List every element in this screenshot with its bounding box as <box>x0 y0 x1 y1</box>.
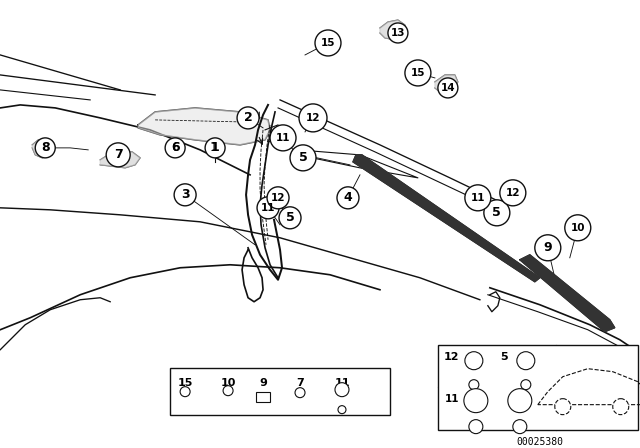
Circle shape <box>270 125 296 151</box>
Text: 2: 2 <box>244 112 252 125</box>
Circle shape <box>106 143 130 167</box>
Text: 11: 11 <box>276 133 291 143</box>
Circle shape <box>237 107 259 129</box>
Text: 5: 5 <box>492 207 501 220</box>
Circle shape <box>465 185 491 211</box>
Polygon shape <box>435 75 458 92</box>
Circle shape <box>517 352 535 370</box>
Circle shape <box>469 379 479 390</box>
Circle shape <box>165 138 185 158</box>
Circle shape <box>174 184 196 206</box>
Text: 1: 1 <box>210 142 218 155</box>
Text: 6: 6 <box>171 142 179 155</box>
Text: 11: 11 <box>470 193 485 203</box>
Circle shape <box>438 78 458 98</box>
Circle shape <box>564 215 591 241</box>
Text: 6: 6 <box>171 142 179 155</box>
Circle shape <box>35 138 55 158</box>
Circle shape <box>469 420 483 434</box>
Circle shape <box>290 145 316 171</box>
Circle shape <box>484 200 510 226</box>
Polygon shape <box>353 155 540 282</box>
Circle shape <box>508 389 532 413</box>
Circle shape <box>223 386 233 396</box>
Text: 5: 5 <box>500 352 508 362</box>
Circle shape <box>299 104 327 132</box>
Polygon shape <box>380 20 405 40</box>
Bar <box>256 392 270 402</box>
Circle shape <box>295 388 305 398</box>
Text: 1: 1 <box>211 142 220 155</box>
Text: 15: 15 <box>177 378 193 388</box>
Text: 13: 13 <box>390 28 405 38</box>
Bar <box>170 368 390 415</box>
Text: 11: 11 <box>334 378 349 388</box>
Text: 15: 15 <box>411 68 425 78</box>
Circle shape <box>267 187 289 209</box>
Text: 5: 5 <box>285 211 294 224</box>
Circle shape <box>338 405 346 414</box>
Text: 9: 9 <box>543 241 552 254</box>
Circle shape <box>257 197 279 219</box>
Polygon shape <box>32 140 55 158</box>
Circle shape <box>521 379 531 390</box>
Circle shape <box>205 138 225 158</box>
Text: 00025380: 00025380 <box>516 437 563 447</box>
Text: 9: 9 <box>259 378 267 388</box>
Circle shape <box>337 187 359 209</box>
Text: 12: 12 <box>444 352 460 362</box>
Text: 10: 10 <box>220 378 236 388</box>
Circle shape <box>535 235 561 261</box>
Polygon shape <box>520 255 615 332</box>
Text: 12: 12 <box>506 188 520 198</box>
Text: 11: 11 <box>260 203 275 213</box>
Bar <box>438 345 637 430</box>
Circle shape <box>513 420 527 434</box>
Text: 7: 7 <box>114 148 122 161</box>
Text: 3: 3 <box>181 188 189 201</box>
Text: 12: 12 <box>271 193 285 203</box>
Circle shape <box>335 383 349 396</box>
Text: 8: 8 <box>41 142 49 155</box>
Text: 4: 4 <box>344 191 353 204</box>
Text: 14: 14 <box>440 83 455 93</box>
Text: 12: 12 <box>306 113 320 123</box>
Circle shape <box>500 180 526 206</box>
Circle shape <box>612 399 628 415</box>
Text: 10: 10 <box>570 223 585 233</box>
Circle shape <box>279 207 301 229</box>
Circle shape <box>464 389 488 413</box>
Polygon shape <box>138 108 270 145</box>
Text: 7: 7 <box>296 378 304 388</box>
Text: 5: 5 <box>299 151 307 164</box>
Circle shape <box>180 387 190 396</box>
Text: 11: 11 <box>445 394 459 404</box>
Circle shape <box>388 23 408 43</box>
Circle shape <box>405 60 431 86</box>
Circle shape <box>555 399 571 415</box>
Text: 15: 15 <box>321 38 335 48</box>
Polygon shape <box>100 152 140 168</box>
Circle shape <box>315 30 341 56</box>
Circle shape <box>465 352 483 370</box>
